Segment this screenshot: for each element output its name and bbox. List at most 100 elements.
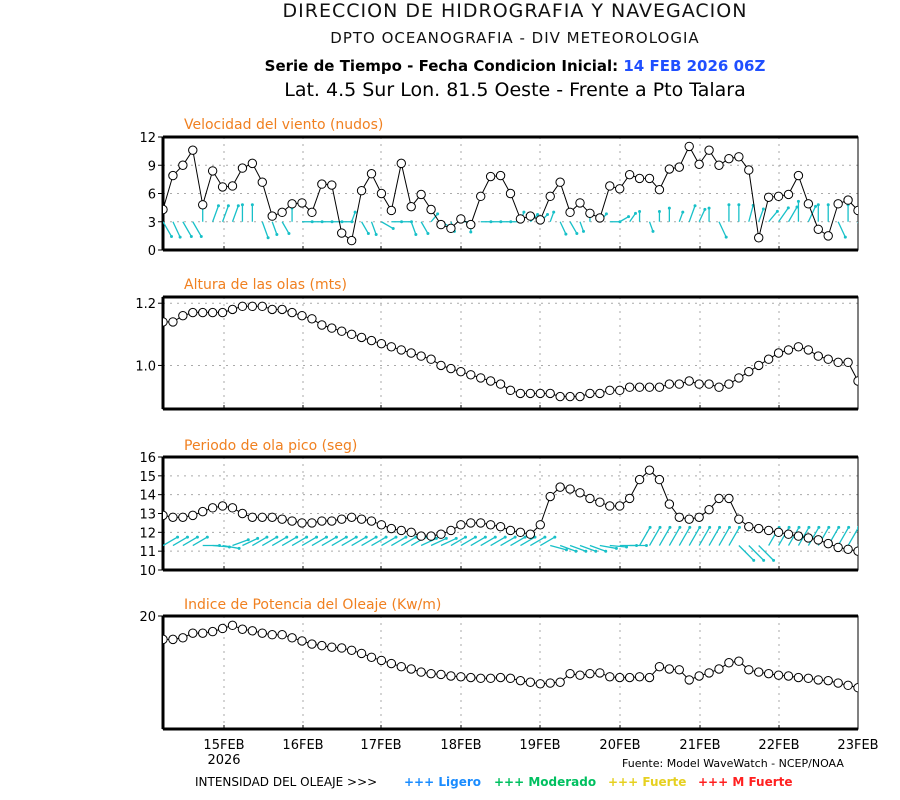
arrow-head [862, 236, 865, 239]
arrow-head [644, 544, 648, 548]
data-point [436, 529, 446, 539]
data-point [198, 628, 208, 638]
data-point [704, 145, 714, 155]
arrow-head [503, 535, 507, 539]
data-point [198, 200, 208, 210]
data-point [297, 636, 307, 646]
data-point [307, 639, 317, 649]
direction-arrow [579, 221, 585, 232]
data-point [734, 373, 744, 383]
data-point [495, 672, 506, 683]
data-point [694, 379, 704, 389]
arrow-head [545, 213, 549, 217]
data-point [257, 628, 267, 638]
direction-arrow [450, 536, 466, 547]
data-point [763, 668, 774, 679]
data-point [605, 672, 615, 682]
data-point [714, 664, 724, 674]
data-point [823, 538, 833, 549]
data-point [763, 192, 774, 202]
data-point [565, 391, 575, 402]
direction-arrow [440, 537, 457, 547]
data-point [217, 307, 228, 318]
data-point [396, 158, 406, 169]
data-point [337, 228, 347, 238]
data-point [426, 668, 436, 679]
data-point [515, 214, 526, 224]
data-point [535, 679, 545, 689]
data-point [833, 199, 843, 209]
data-point [813, 535, 823, 545]
arrow-head [384, 535, 388, 539]
arrow-head [513, 535, 517, 539]
data-point [525, 388, 536, 399]
direction-arrow [648, 221, 654, 232]
series-label-row: Serie de Tiempo - Fecha Condicion Inicia… [65, 57, 900, 75]
direction-arrow [222, 544, 240, 550]
arrow-head [658, 525, 662, 529]
direction-arrow [718, 221, 727, 238]
data-point [793, 672, 804, 683]
data-point [664, 379, 675, 389]
data-point [644, 465, 655, 475]
data-point [416, 667, 426, 677]
data-point [585, 493, 595, 504]
direction-arrow [609, 544, 627, 548]
arrow-head [543, 535, 547, 539]
data-point [773, 527, 784, 538]
direction-arrow [460, 536, 476, 547]
data-point [853, 205, 858, 216]
data-point [207, 307, 218, 318]
arrow-head [698, 525, 702, 529]
arrow-head [847, 525, 851, 529]
data-point [317, 640, 327, 651]
data-point [605, 181, 615, 191]
data-point [515, 388, 526, 399]
data-point [585, 668, 595, 679]
arrow-head [483, 535, 487, 539]
data-point [674, 162, 684, 172]
direction-arrow [569, 221, 578, 234]
data-point [833, 357, 843, 368]
direction-arrow [351, 211, 356, 222]
data-point [327, 323, 337, 333]
data-point [565, 484, 575, 494]
data-point [287, 199, 297, 209]
data-point [227, 620, 238, 631]
data-point [754, 667, 764, 677]
data-point [644, 382, 655, 392]
legend-item: +++ M Fuerte [698, 775, 793, 789]
location-label: Lat. 4.5 Sur Lon. 81.5 Oeste - Frente a … [284, 79, 746, 101]
arrow-head [436, 212, 440, 216]
data-point [227, 181, 238, 191]
direction-arrow [807, 527, 820, 546]
direction-arrow [847, 527, 858, 546]
data-point [684, 514, 694, 524]
direction-arrow [668, 527, 681, 546]
arrow-head [493, 535, 497, 539]
data-point [287, 307, 297, 318]
data-point [615, 501, 625, 511]
direction-arrow [271, 536, 288, 547]
direction-arrow [370, 221, 377, 235]
arrow-head [552, 210, 556, 214]
arrow-head [681, 210, 685, 214]
arrow-head [170, 234, 173, 238]
arrow-head [444, 536, 448, 540]
data-point [217, 623, 228, 634]
direction-arrow [658, 527, 671, 546]
data-point [207, 166, 218, 176]
direction-arrow [391, 536, 407, 547]
arrow-head [651, 229, 655, 233]
y-tick-label: 11 [139, 545, 156, 560]
data-point [615, 184, 625, 194]
data-point [654, 661, 665, 672]
direction-arrow [361, 221, 369, 234]
direction-arrow [728, 527, 740, 546]
data-point [535, 215, 545, 225]
data-point [684, 141, 694, 152]
data-point [813, 675, 823, 685]
arrow-head [394, 535, 398, 539]
data-point [446, 525, 456, 536]
